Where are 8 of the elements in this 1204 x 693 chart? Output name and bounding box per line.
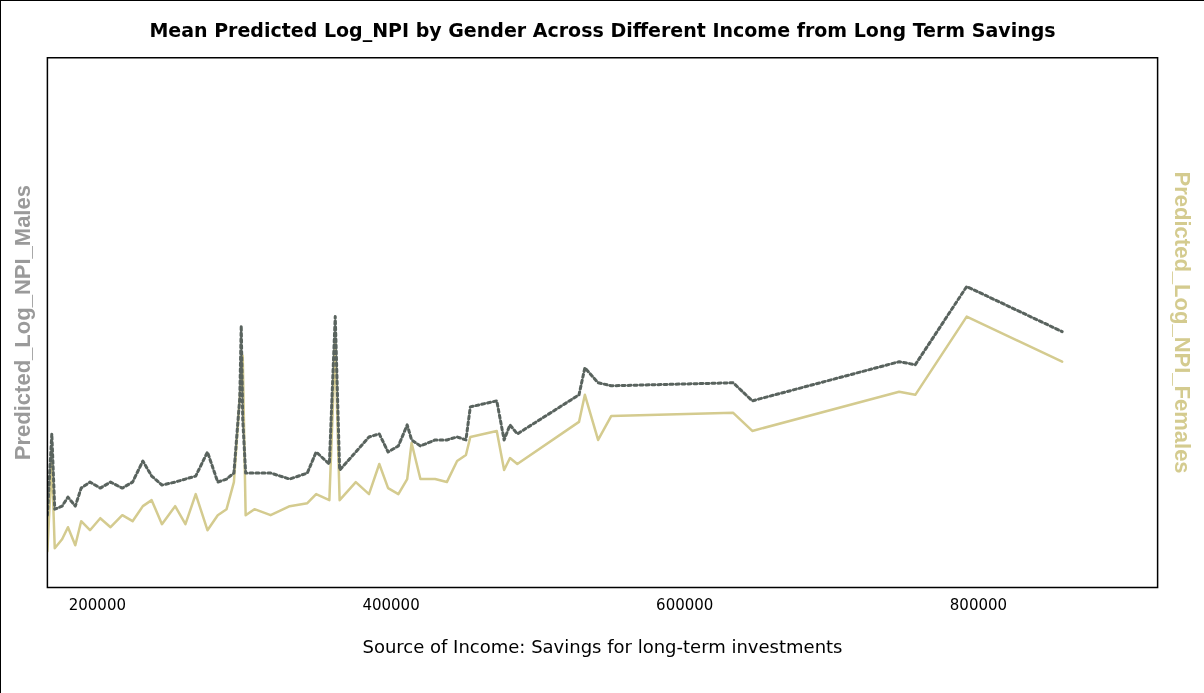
chart-title: Mean Predicted Log_NPI by Gender Across Different Income from Long Term Savings <box>149 19 1056 43</box>
y2-axis-title: Predicted_Log_NPI_Females <box>1169 171 1195 474</box>
x-tick-label: 800000 <box>949 596 1008 615</box>
x-tick-label: 600000 <box>656 596 714 615</box>
y-axis-title: Predicted_Log_NPI_Males <box>10 185 36 461</box>
x-axis-title: Source of Income: Savings for long-term investments <box>362 635 843 657</box>
x-tick-label: 200000 <box>68 596 126 615</box>
x-tick-label: 400000 <box>362 596 420 615</box>
